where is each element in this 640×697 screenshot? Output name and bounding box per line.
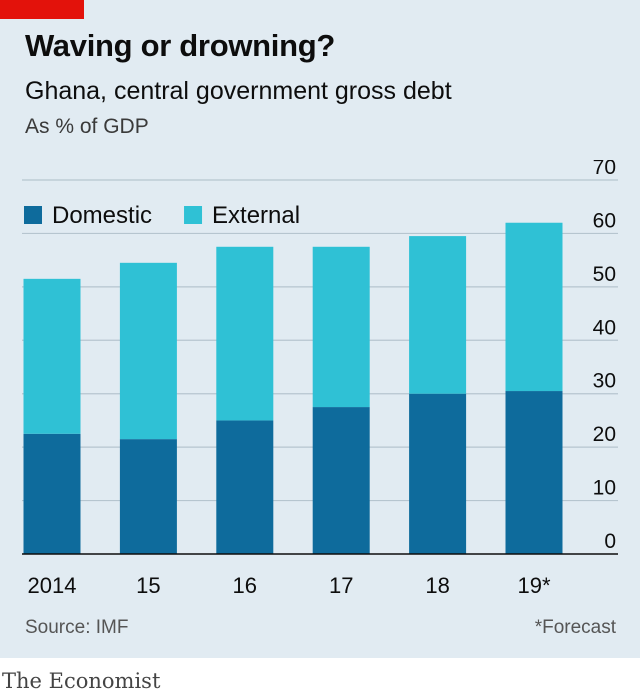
bar-domestic <box>505 391 563 554</box>
legend-label-domestic: Domestic <box>52 202 152 229</box>
y-tick-label: 20 <box>593 423 616 446</box>
bar-domestic <box>312 407 370 554</box>
bar-external <box>23 278 81 434</box>
legend-label-external: External <box>212 202 300 229</box>
source-note: Source: IMF <box>25 617 129 638</box>
chart-subtitle: Ghana, central government gross debt <box>25 77 452 105</box>
x-tick-label: 18 <box>425 573 449 598</box>
y-tick-label: 70 <box>593 160 616 179</box>
x-tick-label: 19* <box>517 573 550 598</box>
y-tick-label: 40 <box>593 316 616 339</box>
x-tick-label: 17 <box>329 573 353 598</box>
bar-external <box>312 246 370 408</box>
bar-external <box>505 222 563 392</box>
chart-unit-label: As % of GDP <box>25 115 149 138</box>
bar-domestic <box>409 393 467 554</box>
bar-domestic <box>119 439 177 554</box>
forecast-note: *Forecast <box>534 617 616 638</box>
bar-external <box>216 246 274 421</box>
y-tick-label: 50 <box>593 263 616 286</box>
stacked-bar-chart: 0 10 20 30 40 50 60 70 2014 15 16 17 18 19* Domestic Ex… <box>22 160 618 598</box>
y-tick-label: 0 <box>604 530 616 553</box>
brand-red-tag <box>0 0 84 19</box>
chart-title: Waving or drowning? <box>25 28 336 63</box>
bar-external <box>119 262 177 440</box>
y-tick-label: 60 <box>593 209 616 232</box>
bar-external <box>409 236 467 394</box>
x-tick-label: 16 <box>233 573 257 598</box>
bar-domestic <box>23 433 81 554</box>
y-tick-label: 10 <box>593 477 616 500</box>
bar-domestic <box>216 420 274 554</box>
legend-swatch-domestic <box>24 206 42 224</box>
legend-swatch-external <box>184 206 203 224</box>
x-tick-label: 15 <box>136 573 160 598</box>
x-tick-label: 2014 <box>28 573 77 598</box>
economist-logo: The Economist <box>2 669 161 693</box>
y-tick-label: 30 <box>593 370 616 393</box>
